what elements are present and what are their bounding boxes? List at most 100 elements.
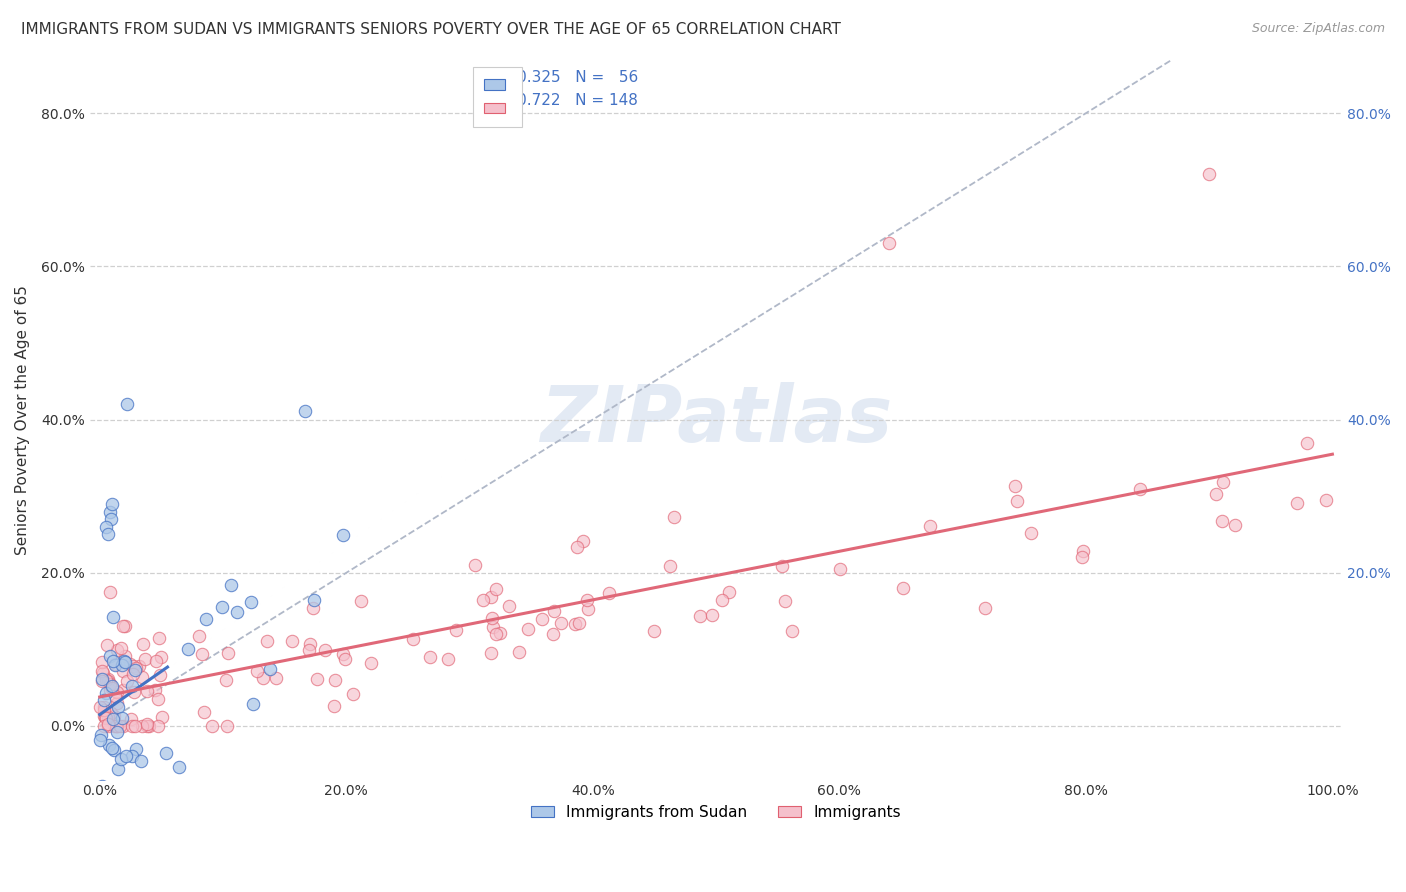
Point — [437, 652, 460, 666]
Point — [177, 642, 200, 657]
Point — [93, 708, 115, 723]
Point — [132, 637, 155, 651]
Point — [1315, 492, 1337, 507]
Point — [481, 610, 503, 624]
Text: ZIPatlas: ZIPatlas — [540, 382, 893, 458]
Point — [122, 685, 145, 699]
Point — [508, 645, 530, 659]
Point — [146, 692, 169, 706]
Point — [98, 676, 121, 690]
Point — [105, 685, 128, 699]
Point — [643, 624, 665, 638]
Point — [124, 664, 146, 678]
Point — [702, 608, 724, 623]
Point — [91, 673, 114, 688]
Text: IMMIGRANTS FROM SUDAN VS IMMIGRANTS SENIORS POVERTY OVER THE AGE OF 65 CORRELATI: IMMIGRANTS FROM SUDAN VS IMMIGRANTS SENI… — [21, 22, 841, 37]
Point — [101, 793, 124, 807]
Point — [239, 595, 262, 609]
Point — [830, 562, 852, 576]
Point — [145, 683, 167, 698]
Point — [93, 693, 115, 707]
Point — [877, 236, 900, 251]
Point — [565, 540, 588, 554]
Point — [93, 794, 115, 808]
Point — [332, 648, 354, 662]
Point — [479, 590, 502, 604]
Point — [105, 719, 128, 733]
Point — [219, 578, 242, 592]
Point — [543, 604, 565, 618]
Point — [193, 705, 215, 719]
Point — [323, 698, 346, 713]
Point — [256, 633, 278, 648]
Point — [96, 719, 118, 733]
Point — [121, 748, 143, 763]
Point — [128, 659, 150, 673]
Point — [489, 625, 512, 640]
Point — [91, 664, 114, 678]
Point — [115, 397, 138, 411]
Point — [482, 620, 505, 634]
Point — [1071, 550, 1094, 565]
Point — [121, 666, 143, 681]
Point — [598, 586, 620, 600]
Point — [485, 626, 508, 640]
Point — [246, 664, 269, 678]
Point — [974, 601, 997, 615]
Point — [94, 686, 117, 700]
Point — [103, 658, 125, 673]
Point — [1071, 543, 1094, 558]
Point — [342, 688, 364, 702]
Point — [576, 592, 599, 607]
Point — [576, 602, 599, 616]
Point — [531, 612, 554, 626]
Point — [124, 719, 146, 733]
Point — [298, 637, 321, 651]
Point — [145, 654, 167, 668]
Point — [516, 622, 538, 636]
Point — [1205, 486, 1227, 500]
Point — [103, 719, 125, 733]
Point — [101, 681, 124, 695]
Point — [94, 711, 117, 725]
Point — [472, 593, 495, 607]
Point — [191, 647, 214, 661]
Point — [1225, 518, 1247, 533]
Point — [129, 754, 152, 768]
Point — [146, 719, 169, 733]
Point — [103, 709, 125, 723]
Point — [93, 699, 115, 714]
Point — [1019, 525, 1042, 540]
Point — [298, 643, 321, 657]
Point — [1004, 479, 1026, 493]
Point — [97, 717, 120, 731]
Text: R = 0.325   N =   56: R = 0.325 N = 56 — [484, 70, 638, 85]
Point — [211, 599, 233, 614]
Point — [770, 559, 793, 574]
Point — [464, 558, 486, 573]
Point — [111, 719, 134, 733]
Point — [97, 672, 120, 686]
Point — [96, 639, 118, 653]
Point — [225, 605, 247, 619]
Point — [136, 719, 159, 733]
Point — [98, 584, 121, 599]
Point — [195, 612, 218, 626]
Point — [1129, 482, 1152, 496]
Point — [105, 724, 128, 739]
Point — [98, 789, 121, 804]
Point — [498, 599, 520, 613]
Point — [110, 751, 132, 765]
Point — [100, 741, 122, 756]
Point — [1285, 496, 1308, 510]
Point — [100, 512, 122, 526]
Point — [259, 662, 281, 676]
Point — [98, 682, 121, 697]
Point — [101, 655, 124, 669]
Point — [97, 527, 120, 541]
Text: Source: ZipAtlas.com: Source: ZipAtlas.com — [1251, 22, 1385, 36]
Point — [135, 683, 157, 698]
Point — [100, 706, 122, 721]
Point — [94, 710, 117, 724]
Point — [201, 719, 224, 733]
